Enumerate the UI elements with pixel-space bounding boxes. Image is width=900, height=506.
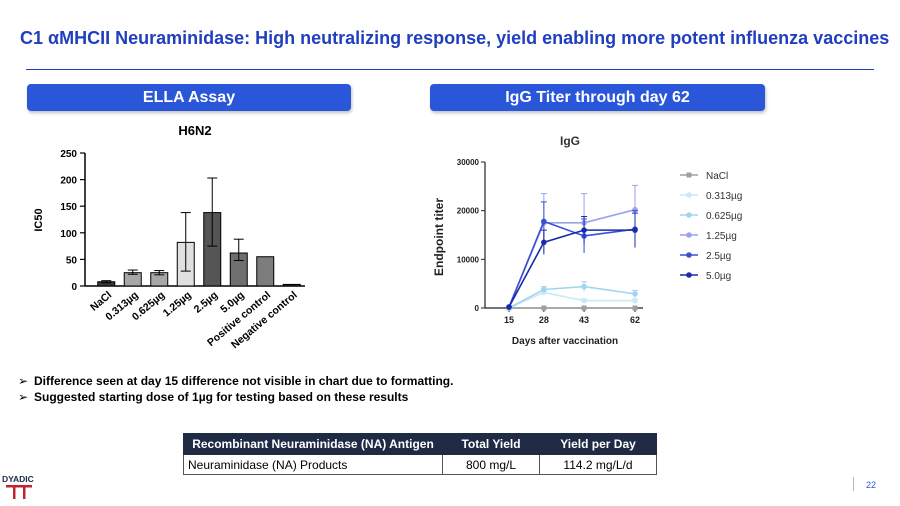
x-axis-label: Days after vaccination [512, 336, 618, 347]
table-cell: 800 mg/L [442, 454, 540, 475]
data-point [632, 305, 638, 311]
data-point [632, 297, 638, 304]
bullet-item: ➢ Suggested starting dose of 1µg for test… [18, 390, 409, 404]
data-point [541, 305, 547, 311]
series-line [508, 285, 636, 309]
bullet-text: Difference seen at day 15 difference not… [34, 374, 454, 388]
table-cell: 114.2 mg/L/d [539, 454, 657, 475]
legend-label: 1.25µg [706, 231, 737, 242]
x-tick-label: 62 [630, 315, 640, 325]
data-point [581, 283, 587, 290]
y-tick-label: 20000 [457, 207, 480, 216]
series-line [508, 208, 636, 308]
data-point [581, 227, 587, 233]
y-tick-label: 10000 [457, 255, 480, 264]
legend-label: 0.313µg [706, 191, 742, 202]
ella-assay-pill: ELLA Assay [27, 84, 351, 111]
y-tick-label: 100 [60, 229, 77, 240]
ella-bar-chart: H6N2IC50050100150200250NaCl0.313µg0.625µ… [33, 123, 305, 351]
legend-marker [686, 272, 692, 278]
legend-label: NaCl [706, 171, 728, 182]
bar [282, 283, 301, 287]
legend-marker [686, 252, 692, 258]
dyadic-logo: DYADIC [2, 474, 34, 499]
y-tick-label: 150 [60, 202, 77, 213]
chart-title: H6N2 [178, 123, 211, 138]
data-point [632, 227, 638, 233]
data-point [541, 218, 547, 225]
page-number-divider [853, 477, 854, 491]
x-tick-label: 1.25µg [161, 289, 194, 319]
y-tick-label: 30000 [457, 158, 480, 167]
y-tick-label: 250 [60, 149, 77, 160]
legend-label: 0.625µg [706, 211, 742, 222]
series-line [508, 229, 635, 308]
bullet-list: ➢ Difference seen at day 15 difference no… [18, 373, 453, 405]
title-divider [26, 69, 874, 70]
table-header-row: Recombinant Neuraminidase (NA) Antigen T… [183, 433, 657, 455]
bullet-text: Suggested starting dose of 1µg for testi… [34, 390, 409, 404]
igg-titer-pill: IgG Titer through day 62 [430, 84, 765, 111]
legend-marker [686, 192, 692, 198]
data-point [581, 305, 587, 311]
table-row: Neuraminidase (NA) Products 800 mg/L 114… [183, 454, 657, 475]
y-tick-label: 50 [66, 255, 78, 266]
x-tick-label: 43 [579, 315, 589, 325]
y-tick-label: 0 [71, 282, 77, 293]
x-tick-label: 15 [504, 315, 514, 325]
series-line [508, 220, 636, 308]
slide-title: C1 αMHCII Neuraminidase: High neutralizi… [20, 28, 890, 48]
data-point [581, 297, 587, 304]
table-header: Yield per Day [539, 433, 657, 455]
y-tick-label: 0 [475, 304, 480, 313]
chart-title: IgG [560, 134, 580, 148]
data-point [506, 304, 512, 310]
data-point [541, 239, 547, 246]
y-tick-label: 200 [60, 176, 77, 187]
y-axis-label: IC50 [33, 208, 45, 231]
bullet-item: ➢ Difference seen at day 15 difference no… [18, 374, 454, 388]
data-point [632, 291, 638, 297]
legend-label: 2.5µg [706, 251, 731, 262]
table-cell: Neuraminidase (NA) Products [183, 454, 443, 475]
bar [256, 256, 275, 287]
page-number: 22 [866, 480, 877, 490]
legend-marker [686, 232, 692, 238]
x-tick-label: 2.5µg [192, 289, 220, 316]
x-tick-label: 28 [539, 315, 549, 325]
logo-text: DYADIC [2, 474, 34, 484]
yield-table: Recombinant Neuraminidase (NA) Antigen T… [183, 433, 657, 475]
legend-marker [686, 172, 692, 178]
series-line [508, 291, 635, 309]
table-header: Total Yield [442, 433, 540, 455]
legend-label: 5.0µg [706, 271, 731, 282]
y-axis-label: Endpoint titer [432, 198, 446, 276]
data-point [541, 286, 547, 293]
igg-line-chart: IgG Endpoint titer Days after vaccination 0… [432, 134, 742, 347]
table-header: Recombinant Neuraminidase (NA) Antigen [183, 433, 443, 455]
legend-marker [686, 212, 692, 218]
